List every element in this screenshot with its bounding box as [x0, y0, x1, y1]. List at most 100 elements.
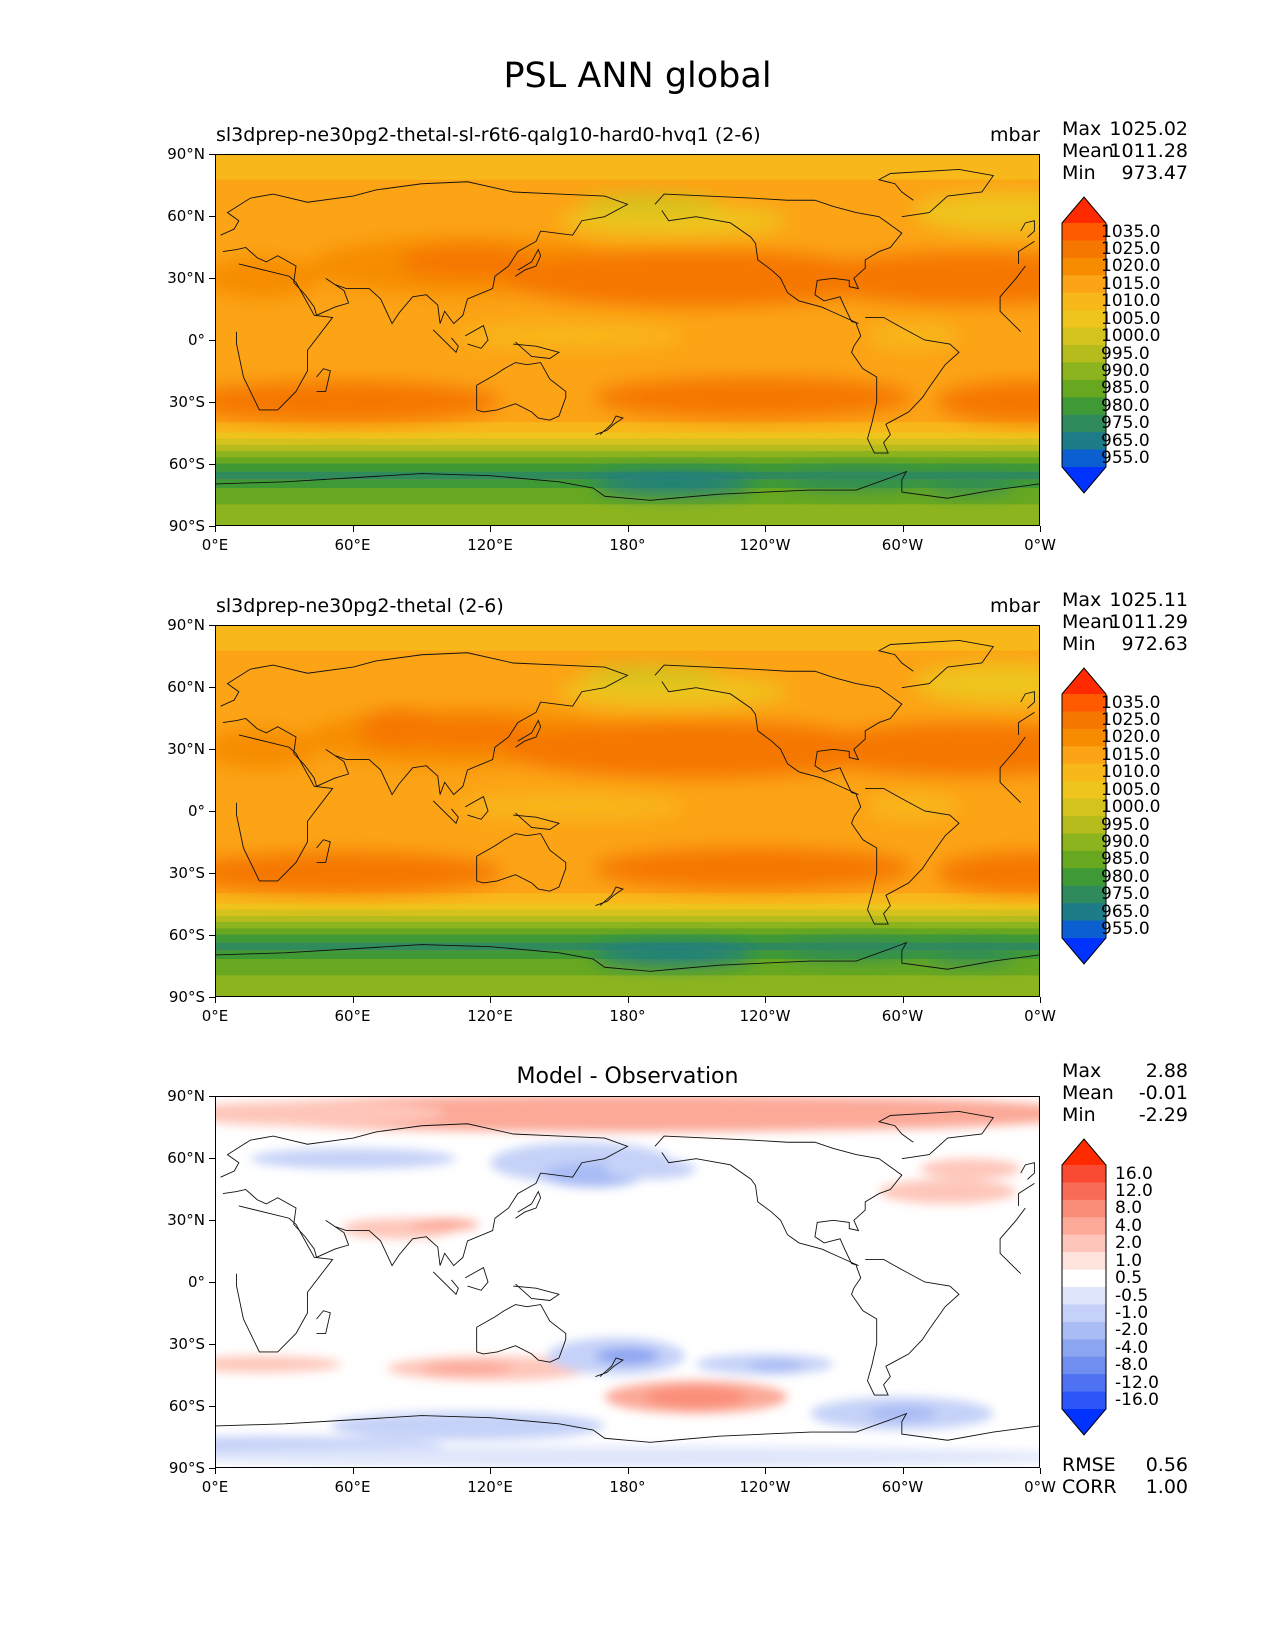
- lat-tick-label: 60°N: [167, 1149, 205, 1167]
- lat-tickmark: [209, 625, 215, 626]
- colorbar-segment: [1062, 816, 1106, 834]
- lat-tick-label: 0°: [187, 331, 205, 349]
- field-blob: [787, 942, 925, 959]
- field-blob: [581, 665, 719, 686]
- coastline-segment: [316, 1310, 331, 1334]
- coastline-segment: [432, 1271, 459, 1296]
- lon-tickmark: [627, 997, 629, 1003]
- panel-units: mbar: [989, 595, 1040, 617]
- field-band: [216, 934, 1039, 943]
- field-blob: [581, 194, 719, 215]
- lat-tick-label: 30°N: [167, 269, 205, 287]
- colorbar-outline: [1061, 1138, 1107, 1436]
- colorbar-segment: [1062, 1234, 1106, 1253]
- coastline-segment: [877, 639, 995, 689]
- colorbar-segment: [1062, 903, 1106, 922]
- stat-value: 972.63: [1121, 633, 1188, 655]
- field-blob: [250, 1148, 457, 1169]
- panel-title: sl3dprep-ne30pg2-thetal (2-6): [216, 595, 504, 617]
- colorbar-outline: [1061, 196, 1107, 494]
- colorbar-segment: [1062, 327, 1106, 346]
- field-blob: [593, 848, 914, 890]
- colorbar-level-label: 0.5: [1115, 1268, 1143, 1289]
- field-band: [216, 463, 1039, 472]
- stat-label: Min: [1062, 162, 1096, 184]
- lat-tick-label: 90°S: [168, 517, 205, 535]
- lat-tick-label: 90°S: [168, 988, 205, 1006]
- colorbar-segment: [1062, 833, 1106, 852]
- lat-tickmark: [209, 1220, 215, 1221]
- lon-tick-label: 180°: [609, 1007, 646, 1025]
- colorbar-segment: [1062, 310, 1106, 329]
- colorbar-level-label: -0.5: [1115, 1285, 1149, 1306]
- coastline-segment: [1020, 1162, 1035, 1180]
- lon-tickmark: [765, 997, 766, 1003]
- colorbar-segment: [1062, 728, 1106, 747]
- coastlines: [216, 1110, 1039, 1443]
- colorbar-segment: [1062, 1252, 1106, 1271]
- coastline-segment: [877, 168, 995, 218]
- lon-tick-label: 120°E: [467, 1478, 513, 1496]
- stats-box: Max 2.88 Mean -0.01 Min -2.29: [1062, 1060, 1188, 1126]
- map-svg: [216, 1097, 1039, 1467]
- field-band: [216, 422, 1039, 433]
- field-blob: [924, 475, 1017, 493]
- colorbar-segment: [1062, 1182, 1106, 1201]
- lon-tick-label: 120°W: [739, 536, 791, 554]
- lat-tickmark: [209, 1158, 215, 1159]
- field-blob: [501, 249, 891, 308]
- lat-tickmark: [209, 1344, 215, 1345]
- colorbar-segment: [1062, 345, 1106, 363]
- lat-tick-label: 60°S: [168, 455, 205, 473]
- stat-label: Mean: [1062, 611, 1114, 633]
- map-panel: [215, 154, 1040, 526]
- colorbar-segment: [1062, 432, 1106, 451]
- map-svg: [216, 155, 1039, 525]
- stat-label: Max: [1062, 1060, 1102, 1082]
- stat-label: Mean: [1062, 1082, 1114, 1104]
- field-band: [216, 155, 1039, 180]
- colorbar-segment: [1062, 257, 1106, 276]
- field-blob: [920, 1158, 1021, 1180]
- field-blob: [913, 192, 1039, 234]
- coastline-segment: [220, 1123, 1035, 1267]
- map-panel: [215, 625, 1040, 997]
- colorbar-level-label: 1035.0: [1101, 692, 1161, 713]
- lat-tickmark: [209, 687, 215, 688]
- colorbar-segment: [1062, 414, 1106, 433]
- colorbar-level-label: 1005.0: [1101, 308, 1161, 329]
- coastline-segment: [851, 316, 960, 454]
- coastline-segment: [515, 248, 542, 277]
- colorbar-segment: [1062, 1304, 1106, 1323]
- field-band: [216, 438, 1039, 445]
- lon-tick-label: 0°E: [201, 1007, 229, 1025]
- stat-value: 1.00: [1145, 1476, 1188, 1498]
- field-blob: [398, 245, 537, 279]
- colorbar-segment: [1062, 1339, 1106, 1358]
- colorbar-level-label: 1035.0: [1101, 221, 1161, 242]
- field-blob: [216, 852, 502, 894]
- colorbar-segment: [1062, 1217, 1106, 1236]
- field-blob: [604, 1158, 697, 1180]
- stats-box: Max 1025.02 Mean 1011.28 Min 973.47: [1062, 118, 1188, 184]
- colorbar-level-label: 980.0: [1101, 395, 1150, 416]
- lon-tick-label: 0°W: [1024, 1478, 1056, 1496]
- field-band: [216, 504, 1039, 525]
- lat-tickmark: [209, 278, 215, 279]
- colorbar-segment: [1062, 379, 1106, 398]
- colorbar-level-label: 955.0: [1101, 919, 1150, 940]
- colorbar-level-label: 975.0: [1101, 413, 1150, 434]
- field-blob: [748, 1360, 804, 1373]
- colorbar-level-label: 1000.0: [1101, 326, 1161, 347]
- lon-tickmark: [352, 526, 354, 532]
- field-blob: [936, 381, 1039, 423]
- lon-tickmark: [1040, 1468, 1041, 1474]
- coastline-segment: [654, 1135, 903, 1267]
- coastline-segment: [220, 652, 1035, 796]
- lon-tick-label: 60°E: [334, 1007, 371, 1025]
- lat-tickmark: [209, 526, 215, 527]
- field-blob: [913, 663, 1039, 705]
- lon-tickmark: [902, 997, 904, 1003]
- colorbar-level-label: 990.0: [1101, 361, 1150, 381]
- stat-label: Mean: [1062, 140, 1114, 162]
